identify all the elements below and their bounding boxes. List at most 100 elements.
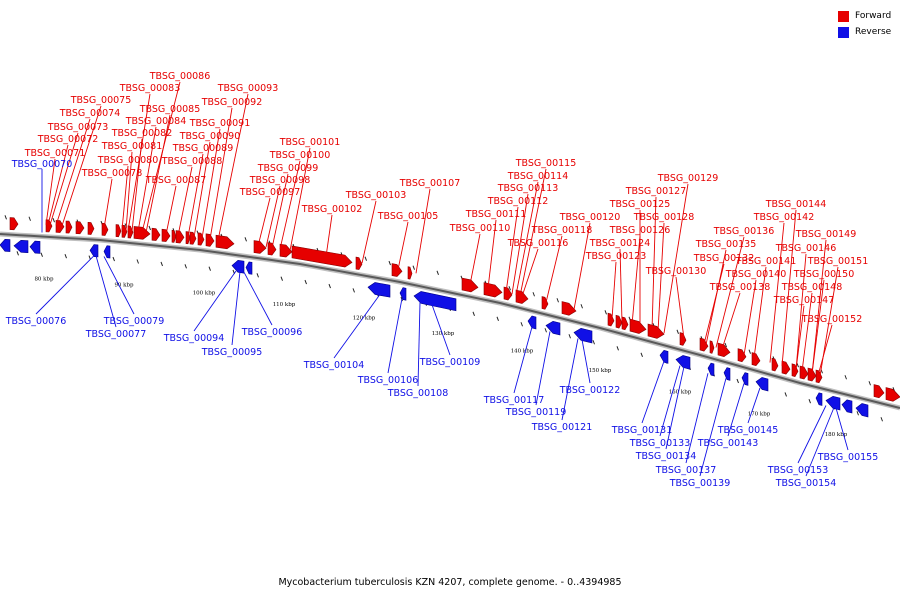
reverse-gene <box>103 245 111 259</box>
forward-gene <box>291 245 353 268</box>
forward-gene <box>205 233 215 247</box>
tick-above <box>676 329 679 334</box>
label-leader <box>515 181 539 296</box>
gene-label: TBSG_00070 <box>11 159 73 170</box>
reverse-gene <box>245 261 253 275</box>
label-leader <box>61 105 102 226</box>
gene-label: TBSG_00092 <box>201 97 263 108</box>
gene-label: TBSG_00146 <box>775 243 837 254</box>
label-leader <box>47 144 69 225</box>
gene-label: TBSG_00079 <box>103 316 165 327</box>
scale-label: 110 kbp <box>273 302 296 308</box>
gene-label: TBSG_00132 <box>693 253 755 264</box>
gene-label: TBSG_00096 <box>241 327 303 338</box>
reverse-gene <box>573 327 593 344</box>
label-leader <box>753 266 767 359</box>
gene-label: TBSG_00099 <box>257 163 319 174</box>
label-leader <box>127 93 151 231</box>
reverse-gene <box>707 362 715 377</box>
forward-gene <box>151 227 161 241</box>
label-leader <box>137 126 157 232</box>
gene-label: TBSG_00072 <box>37 134 99 145</box>
gene-label: TBSG_00127 <box>625 186 687 197</box>
scale-label: 90 kbp <box>114 282 134 288</box>
gene-label: TBSG_00087 <box>145 175 207 186</box>
gene-label: TBSG_00115 <box>515 158 577 169</box>
gene-label: TBSG_00138 <box>709 282 771 293</box>
gene-label: TBSG_00117 <box>483 395 545 406</box>
reverse-swatch <box>838 26 849 38</box>
gene-label: TBSG_00088 <box>161 156 223 167</box>
tick-below <box>328 283 331 289</box>
gene-label: TBSG_00112 <box>487 196 549 207</box>
label-leader <box>781 209 797 367</box>
label-leader <box>505 206 519 293</box>
forward-gene <box>45 219 53 233</box>
forward-gene <box>541 296 549 310</box>
legend-reverse-label: Reverse <box>855 27 892 37</box>
label-leader <box>665 366 685 450</box>
reverse-gene <box>29 240 41 254</box>
legend-forward-label: Forward <box>855 11 892 21</box>
gene-label: TBSG_00086 <box>149 71 211 82</box>
label-leader <box>397 221 409 270</box>
tick-above <box>4 215 7 220</box>
tick-above <box>796 362 799 368</box>
label-leader <box>721 292 741 350</box>
gene-label: TBSG_00123 <box>585 251 647 262</box>
forward-gene <box>121 224 128 238</box>
label-leader <box>659 365 681 437</box>
gene-label: TBSG_00076 <box>5 316 67 327</box>
label-leader <box>675 276 685 339</box>
forward-gene <box>253 240 267 254</box>
label-leader <box>519 168 547 297</box>
gene-label: TBSG_00130 <box>645 266 707 277</box>
label-leader <box>801 292 813 372</box>
gene-label: TBSG_00126 <box>609 225 671 236</box>
label-leader <box>581 339 591 384</box>
label-leader <box>415 188 431 274</box>
label-leader <box>145 114 171 233</box>
gene-label: TBSG_00098 <box>249 175 311 186</box>
tick-below <box>640 352 643 358</box>
tick-below <box>208 266 211 271</box>
gene-label: TBSG_00071 <box>24 148 86 159</box>
gene-label: TBSG_00082 <box>111 128 173 139</box>
gene-label: TBSG_00077 <box>85 329 147 340</box>
label-leader <box>55 118 91 226</box>
forward-gene <box>267 242 277 256</box>
gene-label: TBSG_00152 <box>801 314 863 325</box>
label-leader <box>431 304 451 356</box>
tick-above <box>724 342 727 348</box>
legend: Forward Reverse <box>838 8 891 40</box>
label-leader <box>103 256 135 315</box>
label-leader <box>805 407 835 477</box>
tick-below <box>784 392 787 397</box>
label-leader <box>45 158 56 225</box>
forward-gene <box>799 365 809 380</box>
label-leader <box>193 141 211 238</box>
tick-below <box>160 261 163 267</box>
label-leader <box>657 222 665 332</box>
reverse-gene <box>841 399 853 414</box>
reverse-gene <box>545 320 561 336</box>
label-leader <box>95 255 117 328</box>
gene-label: TBSG_00090 <box>179 131 241 142</box>
forward-gene <box>885 387 900 402</box>
tick-below <box>496 316 499 322</box>
gene-label: TBSG_00155 <box>817 452 879 463</box>
gene-label: TBSG_00108 <box>387 388 449 399</box>
label-leader <box>513 326 533 394</box>
gene-label: TBSG_00128 <box>633 212 695 223</box>
label-leader <box>243 271 273 326</box>
label-leader <box>663 183 689 334</box>
label-leader <box>231 271 241 346</box>
label-leader <box>795 305 805 370</box>
forward-gene <box>171 229 177 243</box>
forward-gene <box>607 312 615 327</box>
gene-label: TBSG_00137 <box>655 465 717 476</box>
label-leader <box>487 219 497 289</box>
forward-gene <box>279 243 293 258</box>
gene-label: TBSG_00107 <box>399 178 461 189</box>
forward-gene <box>127 225 134 239</box>
